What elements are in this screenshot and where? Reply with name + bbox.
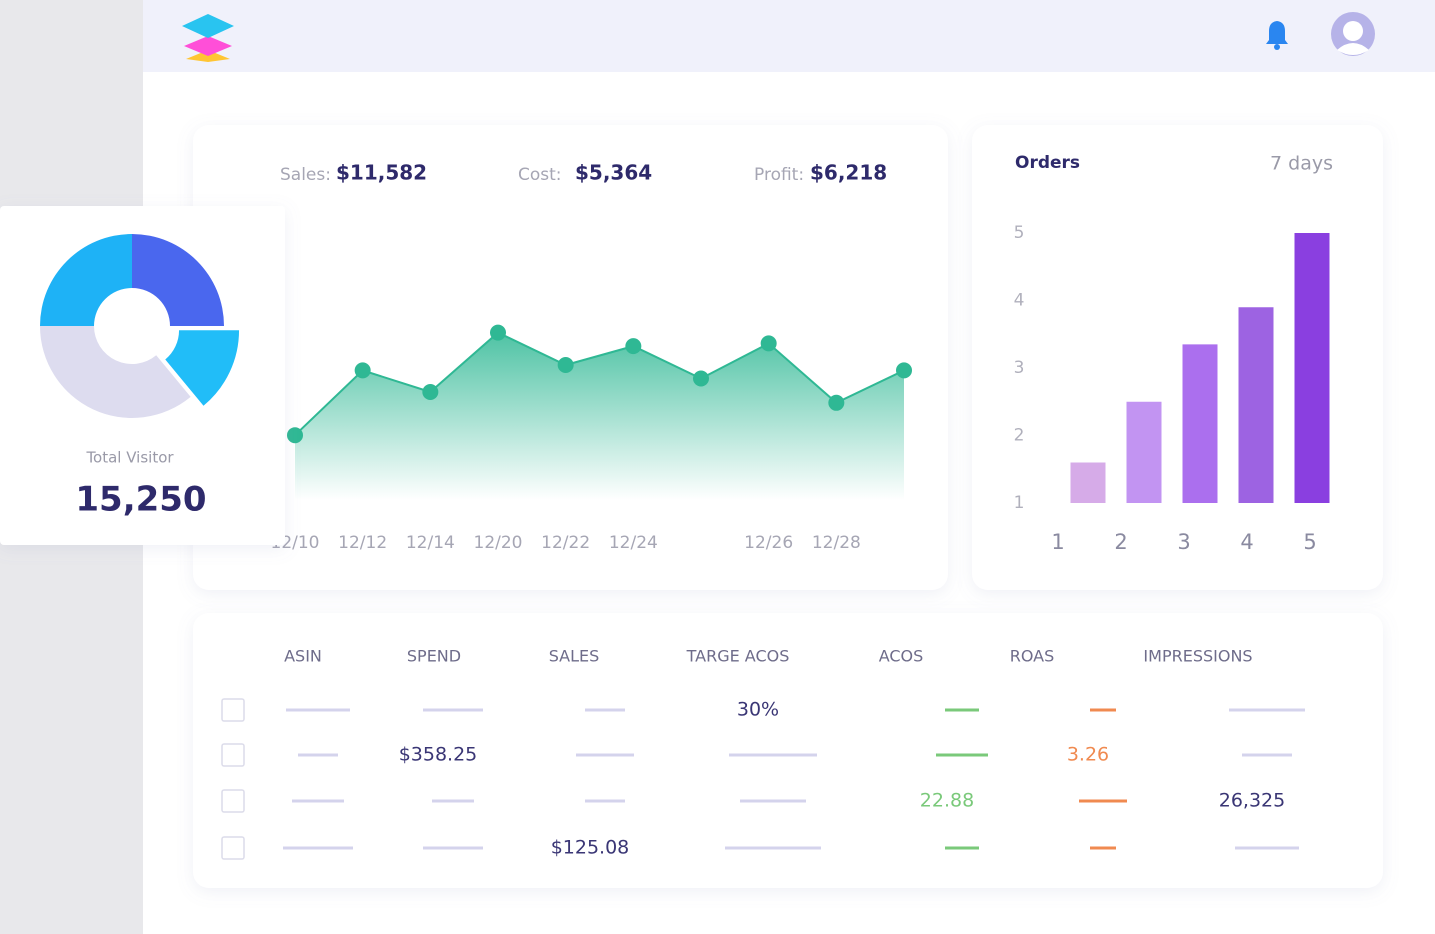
- donut-segment: [165, 330, 240, 406]
- visitor-value: 15,250: [75, 480, 206, 520]
- y-tick-label: 5: [1014, 223, 1025, 243]
- data-point: [896, 362, 912, 379]
- table-cell: 22.88: [920, 790, 974, 812]
- column-header: SALES: [549, 647, 600, 666]
- column-header: SPEND: [407, 647, 461, 666]
- data-point: [354, 362, 371, 379]
- data-point: [557, 357, 574, 373]
- bar: [1238, 307, 1274, 503]
- stat-label: Cost:: [518, 165, 562, 185]
- row-checkbox[interactable]: [221, 698, 245, 722]
- x-tick-label: 12/12: [338, 533, 387, 553]
- stat-label: Profit:: [754, 165, 804, 185]
- x-tick-label: 3: [1177, 530, 1190, 554]
- column-header: IMPRESSIONS: [1143, 647, 1252, 666]
- data-point: [490, 324, 506, 341]
- stat-value: $5,364: [575, 161, 652, 185]
- table-cell: 30%: [737, 699, 779, 721]
- data-point: [828, 394, 845, 411]
- donut-segment: [40, 326, 191, 418]
- table-cell: $125.08: [551, 837, 630, 859]
- donut-segment: [132, 234, 224, 326]
- y-tick-label: 4: [1014, 291, 1025, 311]
- bell-icon[interactable]: [1266, 21, 1288, 50]
- sales-card: [193, 125, 948, 590]
- orders-title: Orders: [1015, 153, 1080, 173]
- area-fill: [295, 332, 904, 500]
- column-header: ACOS: [879, 647, 924, 666]
- table-card: [193, 613, 1383, 888]
- x-tick-label: 2: [1114, 530, 1127, 554]
- stat-label: Sales:: [280, 165, 331, 185]
- data-point: [625, 338, 642, 355]
- avatar[interactable]: [1331, 12, 1375, 56]
- column-header: ROAS: [1010, 647, 1055, 666]
- bar-chart: 1 2 3 4 5 1 2 3 4 5: [1014, 223, 1330, 554]
- x-tick-label: 12/28: [812, 533, 861, 553]
- stat-value: $6,218: [810, 161, 887, 185]
- x-tick-label: 12/22: [541, 533, 590, 553]
- row-checkbox[interactable]: [221, 743, 245, 767]
- x-tick-label: 12/14: [406, 533, 455, 553]
- x-tick-label: 1: [1051, 530, 1064, 554]
- area-line: [294, 331, 905, 436]
- table-cell: 26,325: [1219, 790, 1285, 812]
- y-tick-label: 2: [1014, 426, 1025, 446]
- stat-value: $11,582: [336, 161, 427, 185]
- data-point: [287, 427, 303, 444]
- row-checkbox[interactable]: [221, 789, 245, 813]
- table-cell: 3.26: [1067, 744, 1109, 766]
- y-tick-label: 3: [1014, 358, 1025, 378]
- data-point: [760, 335, 777, 352]
- x-tick-label: 12/20: [474, 533, 523, 553]
- x-tick-label: 4: [1240, 530, 1253, 554]
- logo: [182, 14, 234, 62]
- bar: [1126, 401, 1162, 503]
- orders-period: 7 days: [1270, 153, 1333, 175]
- x-tick-label: 5: [1303, 530, 1316, 554]
- data-point: [422, 384, 439, 400]
- x-tick-label: 12/26: [744, 533, 793, 553]
- column-header: ASIN: [284, 647, 322, 666]
- area-chart: 12/10 12/12 12/14 12/20 12/22 12/24 12/26 12/28: [271, 324, 912, 553]
- donut-segment: [40, 234, 132, 326]
- x-tick-label: 12/24: [609, 533, 658, 553]
- donut-chart: [40, 234, 240, 418]
- row-checkbox[interactable]: [221, 836, 245, 860]
- data-point: [693, 370, 709, 387]
- y-tick-label: 1: [1014, 493, 1025, 513]
- bar: [1070, 462, 1106, 503]
- top-bar: [143, 0, 1435, 72]
- visitor-label: Total Visitor: [85, 449, 174, 467]
- table-cell: $358.25: [399, 744, 478, 766]
- bar: [1294, 233, 1330, 503]
- bar: [1182, 344, 1218, 503]
- data-table: ASIN SPEND SALES TARGE ACOS ACOS ROAS IMPRESSI…: [221, 647, 1305, 860]
- column-header: TARGE ACOS: [686, 647, 790, 666]
